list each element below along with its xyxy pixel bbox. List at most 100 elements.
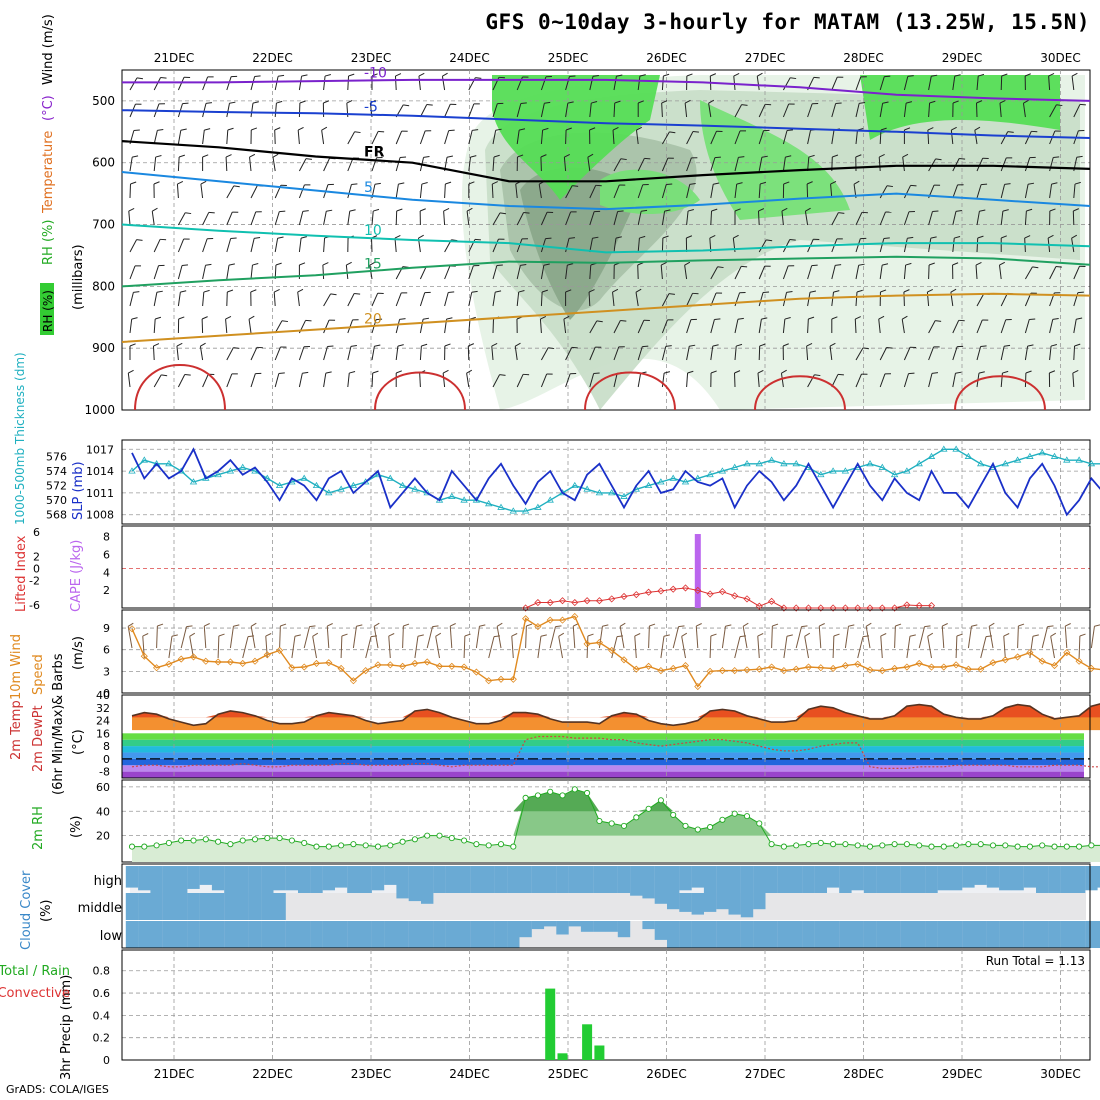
wind-barb	[250, 265, 253, 280]
wind-barb	[686, 293, 693, 307]
wind-barb	[272, 157, 276, 172]
wind-barb	[226, 129, 229, 145]
thickness-marker	[275, 481, 284, 489]
thickness-marker	[706, 470, 714, 478]
wind10-barb	[450, 623, 456, 627]
wind-barb	[129, 343, 136, 347]
y-axis-label-rh2m: 2m RH	[31, 806, 46, 850]
wind-barb	[952, 184, 959, 199]
precip-tick-label: 0.4	[93, 1009, 111, 1022]
wind-barb	[757, 369, 764, 374]
temp-tick-label: 24	[96, 715, 110, 728]
cloud-bar-high	[999, 866, 1012, 891]
wind-barb	[202, 265, 206, 280]
cloud-bar-high	[765, 866, 778, 893]
wind-barb	[635, 288, 642, 293]
wind-barb	[347, 184, 352, 199]
wind-barb	[229, 101, 236, 104]
wind-barb	[325, 371, 332, 374]
wind-barb	[203, 289, 210, 293]
wind-barb	[928, 211, 933, 226]
wind10-marker	[755, 665, 763, 673]
rh2m-marker	[227, 841, 234, 848]
wind10-marker	[214, 658, 222, 666]
cloud-bar-high	[285, 866, 299, 891]
wind-barb	[1071, 72, 1078, 77]
wind-barb	[374, 182, 381, 185]
wind-barb	[709, 235, 716, 239]
wind-barb	[758, 183, 761, 199]
cloud-bar-middle	[187, 893, 200, 920]
thickness-marker	[792, 460, 800, 467]
rh2m-marker	[707, 824, 714, 831]
precip-bar	[557, 1053, 568, 1060]
wind-barb	[1004, 183, 1011, 185]
wind-barb	[349, 371, 356, 374]
thickness-line	[131, 448, 1100, 512]
thickness-marker	[521, 507, 530, 514]
cloud-bar-low	[519, 921, 532, 938]
wind-barb	[782, 319, 786, 334]
thickness-marker	[386, 474, 395, 481]
wind-barb	[757, 210, 760, 226]
wind-barb	[661, 293, 670, 307]
wind-barb	[371, 131, 379, 145]
thickness-marker	[177, 467, 185, 474]
cloud-bar-high	[900, 866, 914, 893]
wind-barb	[468, 265, 474, 280]
wind-barb	[281, 320, 288, 323]
wind-barb	[565, 185, 573, 199]
thickness-marker	[558, 489, 567, 496]
cloud-bar-low	[913, 921, 926, 948]
cloud-bar-low	[494, 921, 508, 948]
wind10-barb	[464, 633, 471, 637]
wind-barb	[153, 181, 160, 185]
wind-barb	[1049, 157, 1054, 172]
wind-barb	[1048, 73, 1055, 77]
thickness-tick-label: 570	[46, 494, 67, 507]
cloud-bar-high	[790, 866, 803, 893]
wind10-barb	[1018, 623, 1025, 627]
temp-hot-area	[132, 703, 1100, 718]
wind-barb	[540, 373, 548, 388]
cloud-bar-low	[384, 921, 397, 948]
wind-barb	[250, 76, 256, 91]
isotherm-line	[121, 171, 1091, 211]
wind-barb	[1073, 266, 1080, 280]
wind10-barb	[242, 636, 249, 659]
wind10-marker	[337, 664, 345, 673]
wind-barb	[299, 262, 306, 266]
wind10-barb	[1050, 636, 1055, 659]
cloud-bar-high	[150, 866, 163, 893]
thickness-marker	[829, 467, 837, 474]
li-marker	[546, 598, 554, 607]
wind10-barb	[865, 622, 872, 627]
isotherm-line	[121, 255, 1091, 288]
wind-barb	[879, 154, 885, 158]
wind-barb	[204, 128, 211, 131]
wind-barb	[1000, 293, 1008, 307]
thickness-tick-label: 568	[46, 509, 67, 522]
wind10-barb	[1050, 632, 1057, 637]
wind10-marker	[768, 663, 776, 671]
wind-barb	[548, 347, 555, 350]
wind-barb	[225, 319, 228, 334]
wind10-marker	[583, 640, 591, 648]
cloud-bar-low	[999, 921, 1012, 948]
cloud-bar-high	[1048, 866, 1061, 893]
wind-barb	[418, 72, 425, 77]
wind-barb	[878, 319, 881, 334]
wind-barb	[954, 236, 961, 239]
wind10-marker	[399, 662, 407, 670]
wind-barb	[638, 100, 644, 104]
rh2m-marker	[817, 839, 824, 846]
wind-barb	[954, 74, 961, 77]
wind-barb	[686, 184, 691, 199]
wind-barb	[830, 184, 833, 199]
wind10-marker	[558, 616, 567, 624]
wind-barb	[686, 157, 692, 172]
cloud-bar-high	[851, 866, 864, 891]
wind-barb	[178, 316, 185, 320]
wind-barb	[880, 127, 887, 131]
